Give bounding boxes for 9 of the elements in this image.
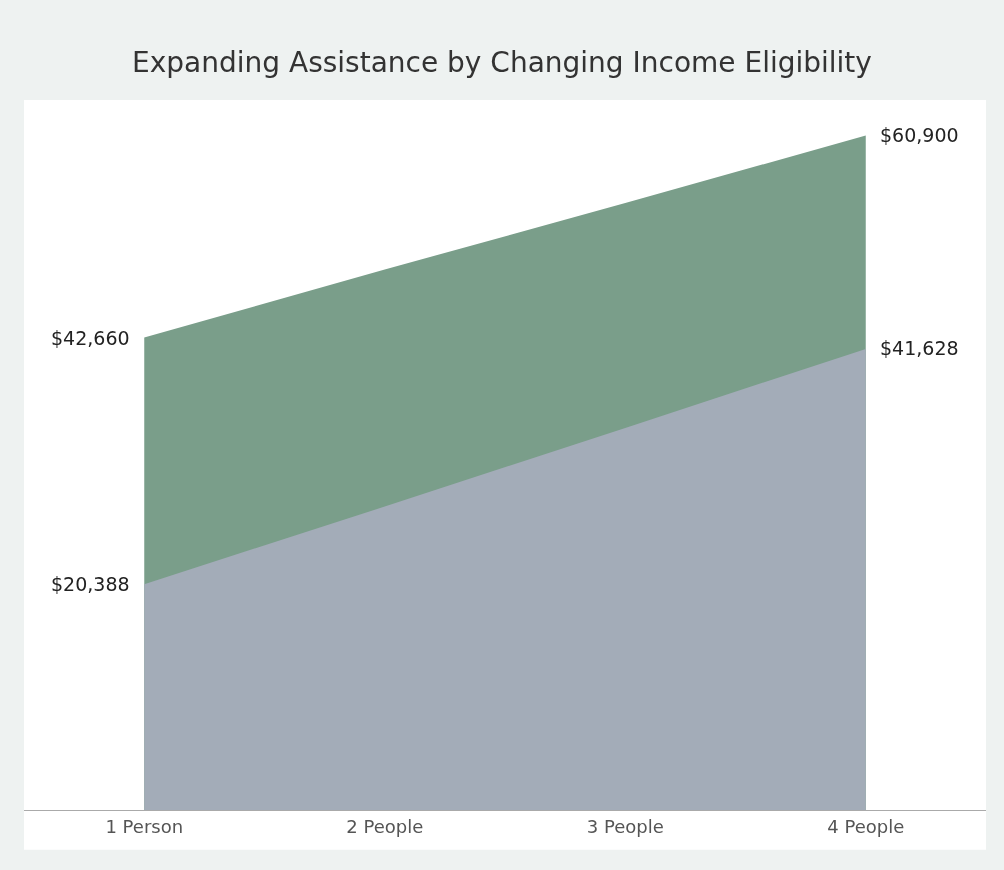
x-tick-label: 4 People	[827, 815, 905, 837]
x-tick-label: 1 Person	[105, 815, 184, 837]
data-label: $60,900	[880, 124, 959, 146]
x-tick-label: 3 People	[586, 815, 664, 837]
data-label: $20,388	[51, 573, 130, 595]
data-label: $41,628	[880, 337, 959, 359]
data-label: $42,660	[51, 327, 130, 349]
x-tick-label: 2 People	[346, 815, 424, 837]
chart-title: Expanding Assistance by Changing Income Eligibility	[132, 46, 872, 80]
